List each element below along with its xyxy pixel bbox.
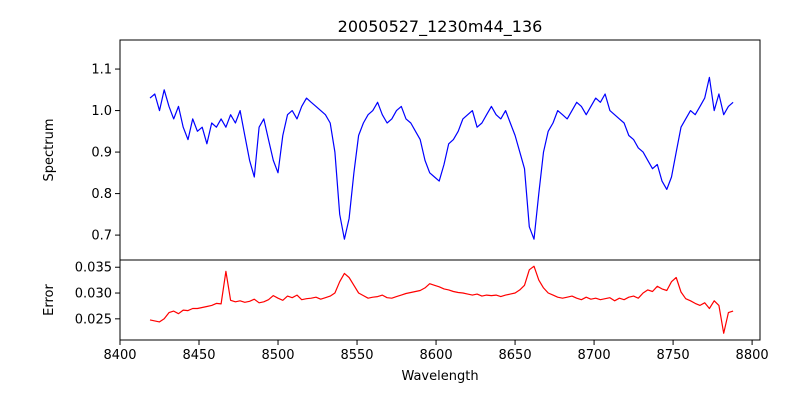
y-tick-label: 0.8 — [91, 187, 112, 202]
error-panel: 0.025 0.030 0.035 Error — [42, 259, 761, 341]
x-axis-ticks: 8400 8450 8500 8550 8600 8650 8700 8750 8800 — [103, 340, 769, 363]
x-tick-label: 8550 — [340, 348, 373, 363]
y-tick-label: 0.9 — [91, 146, 112, 161]
spectrum-y-ticks: 0.7 0.8 0.9 1.0 1.1 — [91, 63, 120, 244]
error-y-axis-label: Error — [42, 284, 57, 316]
y-tick-label: 0.030 — [75, 287, 112, 302]
x-tick-label: 8750 — [657, 348, 690, 363]
spectrum-series-line — [149, 76, 734, 240]
spectrum-y-axis-label: Spectrum — [42, 119, 57, 182]
y-tick-label: 0.035 — [75, 261, 112, 276]
y-tick-label: 0.7 — [91, 229, 112, 244]
x-axis-label: Wavelength — [401, 369, 478, 384]
y-tick-label: 1.1 — [91, 63, 112, 78]
spectrum-plot-frame — [119, 39, 761, 261]
x-tick-label: 8400 — [103, 348, 136, 363]
x-tick-label: 8650 — [499, 348, 532, 363]
x-tick-label: 8450 — [182, 348, 215, 363]
x-tick-label: 8600 — [420, 348, 453, 363]
y-tick-label: 0.025 — [75, 312, 112, 327]
chart-title: 20050527_1230m44_136 — [338, 17, 543, 37]
y-tick-label: 1.0 — [91, 104, 112, 119]
spectrum-panel: 0.7 0.8 0.9 1.0 1.1 Spectrum — [42, 39, 761, 261]
error-series-line — [149, 265, 734, 334]
error-plot-frame — [119, 259, 761, 341]
error-y-ticks: 0.025 0.030 0.035 — [75, 261, 120, 327]
x-tick-label: 8800 — [736, 348, 769, 363]
x-tick-label: 8700 — [578, 348, 611, 363]
x-tick-label: 8500 — [261, 348, 294, 363]
